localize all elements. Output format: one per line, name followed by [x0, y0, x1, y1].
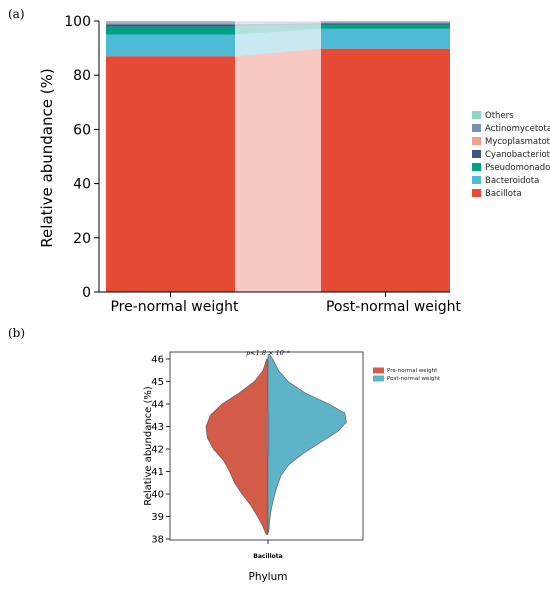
flow-actinomycetota [235, 21, 321, 24]
y-axis: 38 39 40 41 42 43 44 45 46 [151, 355, 269, 546]
y-tick-label: 38 [151, 535, 164, 546]
bar-segment-post-normal-weight-actinomycetota [321, 21, 450, 23]
bar-segment-post-normal-weight-cyanobacteriota [321, 23, 450, 25]
category-label: Bacillota [253, 553, 282, 560]
y-tick-label: 40 [73, 177, 91, 193]
flow-bacillota [235, 48, 321, 292]
y-tick-label: 0 [82, 285, 91, 301]
x-axis-title: Phylum [248, 571, 287, 583]
y-tick-label: 41 [151, 467, 164, 478]
stacked-bars [106, 21, 450, 293]
y-axis: 0 20 40 60 80 100 [64, 14, 450, 301]
stacked-bar-chart: 0 20 40 60 80 100 Relative abundance (%) Pre-… [38, 14, 550, 315]
y-tick-label: 80 [73, 68, 91, 84]
flow-pseudomonadota [235, 24, 321, 35]
legend-label-mycoplasmatota: Mycoplasmatota [485, 137, 550, 147]
legend-swatch-bacillota [472, 189, 481, 197]
bar-segment-pre-normal-weight-actinomycetota [106, 22, 235, 24]
x-axis-categories: Pre-normal weight Post-normal weight [110, 292, 462, 315]
y-axis-title: Relative abundance (%) [38, 68, 56, 247]
bar-segment-pre-normal-weight-others [106, 21, 235, 23]
inner-box [266, 413, 270, 456]
flow-cyanobacteriota [235, 23, 321, 27]
legend-swatch-actinomycetota [472, 124, 481, 132]
flow-others [235, 21, 321, 23]
bar-segment-pre-normal-weight-bacillota [106, 56, 235, 293]
y-tick-label: 42 [151, 445, 164, 456]
panel-b-label: (b) [8, 326, 25, 340]
bar-segment-pre-normal-weight-mycoplasmatota [106, 23, 235, 25]
y-tick-label: 100 [64, 14, 91, 30]
panel-a-label: (a) [8, 7, 25, 21]
y-tick-label: 45 [151, 377, 164, 388]
bar-segment-pre-normal-weight-cyanobacteriota [106, 24, 235, 27]
flow-bacteroidota [235, 28, 321, 57]
bar-segment-pre-normal-weight-bacteroidota [106, 34, 235, 57]
legend-label-bacillota: Bacillota [485, 189, 522, 199]
legend-label-pseudomonadota: Pseudomonadota [485, 163, 550, 173]
legend-swatch-pseudomonadota [472, 163, 481, 171]
violin-half-post-normal-weight [267, 354, 347, 533]
bar-segment-post-normal-weight-others [321, 21, 450, 22]
legend: Others Actinomycetota Mycoplasmatota Cyanob… [472, 111, 550, 199]
y-tick-label: 60 [73, 122, 91, 138]
legend-label-actinomycetota: Actinomycetota [485, 124, 550, 134]
y-tick-label: 46 [151, 355, 164, 366]
legend-swatch-others [472, 111, 481, 119]
violins [205, 354, 347, 535]
legend-swatch-bacteroidota [472, 176, 481, 184]
legend-swatch-cyanobacteriota [472, 150, 481, 158]
legend-label-others: Others [485, 111, 514, 121]
legend-swatch-mycoplasmatota [472, 137, 481, 145]
bar-segment-pre-normal-weight-pseudomonadota [106, 26, 235, 35]
legend-label-post-normal-weight: Post-normal weight [387, 376, 441, 382]
y-axis-title: Relative abundance (%) [143, 386, 154, 506]
x-tick-label-pre-normal-weight: Pre-normal weight [110, 299, 239, 315]
flow-mycoplasmatota [235, 22, 321, 25]
legend: Pre-normal weight Post-normal weight [373, 367, 441, 382]
x-tick-label-post-normal-weight: Post-normal weight [326, 299, 462, 315]
y-tick-label: 44 [151, 400, 164, 411]
legend-label-pre-normal-weight: Pre-normal weight [387, 368, 438, 374]
split-violin-chart: 38 39 40 41 42 43 44 45 46 Relative abundance (%… [143, 349, 441, 583]
violin-half-pre-normal-weight [205, 358, 269, 535]
y-tick-label: 39 [151, 512, 164, 523]
y-tick-label: 40 [151, 490, 164, 501]
legend-label-cyanobacteriota: Cyanobacteriota [485, 150, 550, 160]
legend-swatch-pre-normal-weight [373, 367, 384, 374]
bar-segment-post-normal-weight-bacillota [321, 48, 450, 292]
bar-segment-post-normal-weight-pseudomonadota [321, 24, 450, 29]
y-tick-label: 43 [151, 422, 164, 433]
legend-swatch-post-normal-weight [373, 375, 384, 382]
bar-segment-post-normal-weight-mycoplasmatota [321, 22, 450, 24]
p-value-annotation: p<1.8 × 10⁻⁶ [246, 349, 290, 357]
bar-segment-post-normal-weight-bacteroidota [321, 28, 450, 49]
y-tick-label: 20 [73, 231, 91, 247]
legend-label-bacteroidota: Bacteroidota [485, 176, 539, 186]
